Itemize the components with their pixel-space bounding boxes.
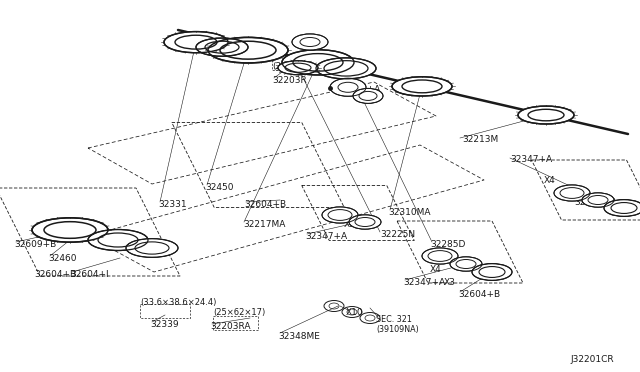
Text: 32285D: 32285D — [430, 240, 465, 249]
Ellipse shape — [126, 239, 178, 257]
Text: 32225N: 32225N — [380, 230, 415, 239]
Text: 32604+B: 32604+B — [574, 198, 616, 207]
Text: 32604+B: 32604+B — [34, 270, 76, 279]
Text: X4: X4 — [544, 176, 556, 185]
Ellipse shape — [582, 193, 614, 207]
Text: X4: X4 — [330, 208, 342, 217]
Text: 32609+B: 32609+B — [14, 240, 56, 249]
Text: 32450: 32450 — [205, 183, 234, 192]
Text: 32347+A: 32347+A — [510, 155, 552, 164]
Ellipse shape — [604, 200, 640, 217]
Text: 32347+A: 32347+A — [305, 232, 347, 241]
Text: X3: X3 — [444, 278, 456, 287]
Text: 32339: 32339 — [150, 320, 179, 329]
Ellipse shape — [554, 185, 590, 201]
Ellipse shape — [292, 34, 328, 50]
Text: SEC. 321
(39109NA): SEC. 321 (39109NA) — [376, 315, 419, 334]
Text: X10: X10 — [346, 308, 364, 317]
Text: 32203R: 32203R — [272, 76, 307, 85]
Ellipse shape — [392, 77, 452, 96]
Text: 32604+B: 32604+B — [244, 200, 286, 209]
Ellipse shape — [353, 89, 383, 103]
Text: 32604+I: 32604+I — [70, 270, 109, 279]
Ellipse shape — [164, 32, 228, 53]
Text: X3: X3 — [344, 220, 356, 229]
Ellipse shape — [32, 218, 108, 242]
Text: (25×62×17): (25×62×17) — [213, 308, 265, 317]
Ellipse shape — [322, 207, 358, 223]
Text: 32604+B: 32604+B — [458, 290, 500, 299]
Text: (33.6×38.6×24.4): (33.6×38.6×24.4) — [140, 298, 216, 307]
Text: X3: X3 — [557, 188, 569, 197]
Text: 32460: 32460 — [48, 254, 77, 263]
Ellipse shape — [330, 78, 366, 96]
Ellipse shape — [472, 264, 512, 280]
Ellipse shape — [208, 37, 288, 63]
Ellipse shape — [196, 38, 248, 56]
Text: 32217MA: 32217MA — [243, 220, 285, 229]
Text: X4: X4 — [430, 265, 442, 274]
Ellipse shape — [316, 58, 376, 79]
Ellipse shape — [518, 106, 574, 124]
Ellipse shape — [88, 230, 148, 250]
Text: 32213M: 32213M — [462, 135, 499, 144]
Text: 32348ME: 32348ME — [278, 332, 320, 341]
Ellipse shape — [450, 257, 482, 271]
Text: J32201CR: J32201CR — [570, 355, 614, 364]
Ellipse shape — [422, 248, 458, 264]
Text: 32203RA: 32203RA — [210, 322, 250, 331]
Text: 32310MA: 32310MA — [388, 208, 431, 217]
Ellipse shape — [278, 61, 318, 75]
Ellipse shape — [282, 50, 354, 75]
Text: 32609+A: 32609+A — [338, 85, 380, 94]
Text: (25×62×17): (25×62×17) — [272, 62, 328, 71]
Ellipse shape — [349, 215, 381, 229]
Text: 32347+A: 32347+A — [403, 278, 445, 287]
Text: 32331: 32331 — [158, 200, 187, 209]
